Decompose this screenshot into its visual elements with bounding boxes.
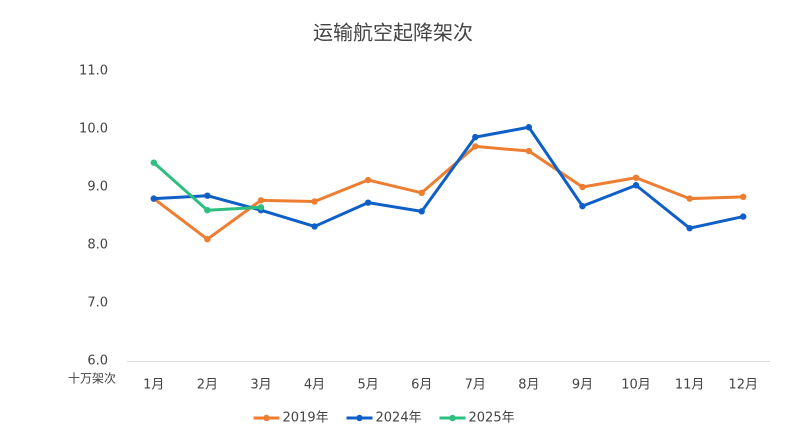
point xyxy=(150,195,157,202)
x-tick-label: 5月 xyxy=(357,378,378,393)
legend-label: 2025年 xyxy=(469,411,515,426)
legend-marker xyxy=(263,414,270,422)
point xyxy=(686,195,693,202)
point xyxy=(257,197,265,204)
point xyxy=(632,174,640,181)
point xyxy=(204,192,211,199)
point xyxy=(418,208,425,215)
point xyxy=(204,236,211,243)
x-tick-label: 2月 xyxy=(197,378,218,393)
x-tick-label: 4月 xyxy=(304,378,325,393)
chart-title: 运输航空起降架次 xyxy=(313,21,473,45)
x-tick-label: 1月 xyxy=(143,378,164,393)
point xyxy=(525,124,533,131)
point xyxy=(150,159,157,166)
point xyxy=(740,213,747,220)
x-tick-label: 12月 xyxy=(728,378,758,393)
point xyxy=(311,198,318,205)
point xyxy=(472,133,479,141)
point xyxy=(686,224,693,232)
point xyxy=(311,223,318,230)
point xyxy=(418,189,425,196)
x-tick-label: 9月 xyxy=(572,378,593,393)
point xyxy=(364,176,372,184)
x-tick-label: 3月 xyxy=(250,378,271,393)
series-line xyxy=(152,161,262,212)
y-tick-label: 9.0 xyxy=(87,180,108,195)
point xyxy=(257,204,265,211)
point xyxy=(525,147,533,155)
point xyxy=(632,182,640,189)
point xyxy=(204,207,211,214)
y-tick-label: 8.0 xyxy=(87,238,108,253)
legend-marker xyxy=(449,414,456,422)
series-line xyxy=(152,144,744,241)
y-tick-label: 6.0 xyxy=(87,354,108,369)
point xyxy=(579,202,586,210)
x-tick-label: 6月 xyxy=(411,378,432,393)
point xyxy=(579,183,586,191)
x-tick-label: 10月 xyxy=(621,378,651,393)
y-tick-label: 11.0 xyxy=(79,64,108,79)
x-tick-label: 7月 xyxy=(465,378,486,393)
y-tick-label: 10.0 xyxy=(79,122,108,137)
x-tick-label: 11月 xyxy=(675,378,705,393)
y-tick-label: 7.0 xyxy=(87,296,108,311)
legend-label: 2024年 xyxy=(376,411,422,426)
point xyxy=(364,199,372,206)
legend-marker xyxy=(356,414,363,422)
x-tick-label: 8月 xyxy=(518,378,539,393)
point xyxy=(472,143,479,150)
y-unit: 十万架次 xyxy=(68,372,116,386)
legend-label: 2019年 xyxy=(283,411,329,426)
point xyxy=(740,193,747,201)
